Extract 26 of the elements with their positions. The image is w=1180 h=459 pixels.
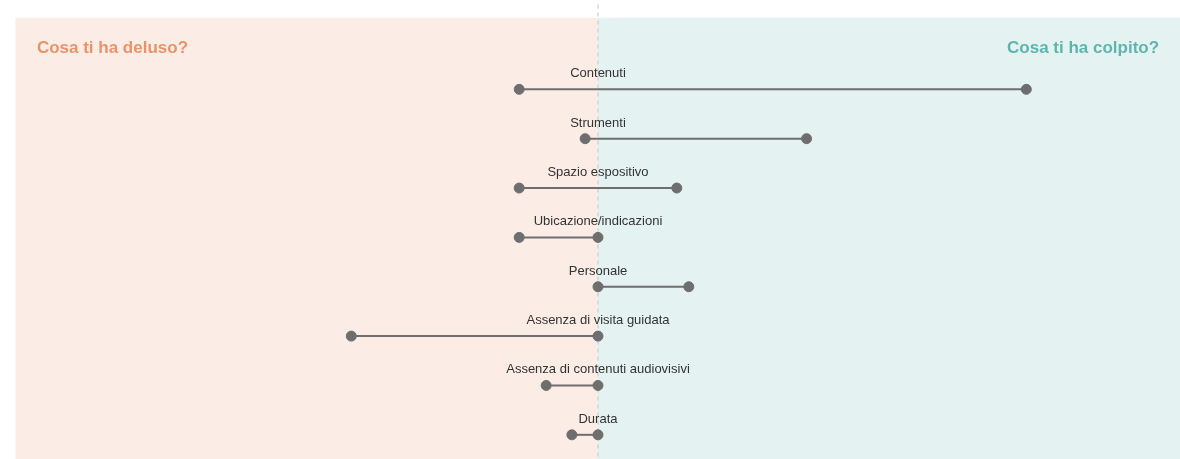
y-tick-label: Durata bbox=[578, 410, 619, 426]
y-tick-label: Assenza di contenuti audiovisivi bbox=[506, 361, 690, 377]
y-tick-label: Contenuti bbox=[570, 65, 626, 81]
y-tick-label: Strumenti bbox=[570, 114, 626, 130]
point bbox=[683, 281, 695, 293]
point bbox=[566, 429, 578, 441]
y-tick-label: Ubicazione/indicazioni bbox=[533, 213, 663, 229]
y-tick-label: Personale bbox=[568, 262, 628, 278]
point bbox=[513, 231, 525, 243]
point bbox=[345, 330, 357, 342]
point bbox=[592, 231, 604, 243]
y-tick-label: Assenza di visita guidata bbox=[526, 312, 671, 328]
point bbox=[513, 182, 525, 194]
point bbox=[579, 133, 591, 145]
band-label: Cosa ti ha colpito? bbox=[1007, 37, 1160, 57]
point bbox=[513, 83, 525, 95]
point bbox=[592, 429, 604, 441]
point bbox=[1020, 83, 1032, 95]
point bbox=[592, 281, 604, 293]
point bbox=[801, 133, 813, 145]
point bbox=[540, 379, 552, 391]
y-tick-label: Spazio espositivo bbox=[547, 164, 649, 180]
band-label: Cosa ti ha deluso? bbox=[36, 37, 189, 57]
point bbox=[671, 182, 683, 194]
point bbox=[592, 330, 604, 342]
point bbox=[592, 379, 604, 391]
